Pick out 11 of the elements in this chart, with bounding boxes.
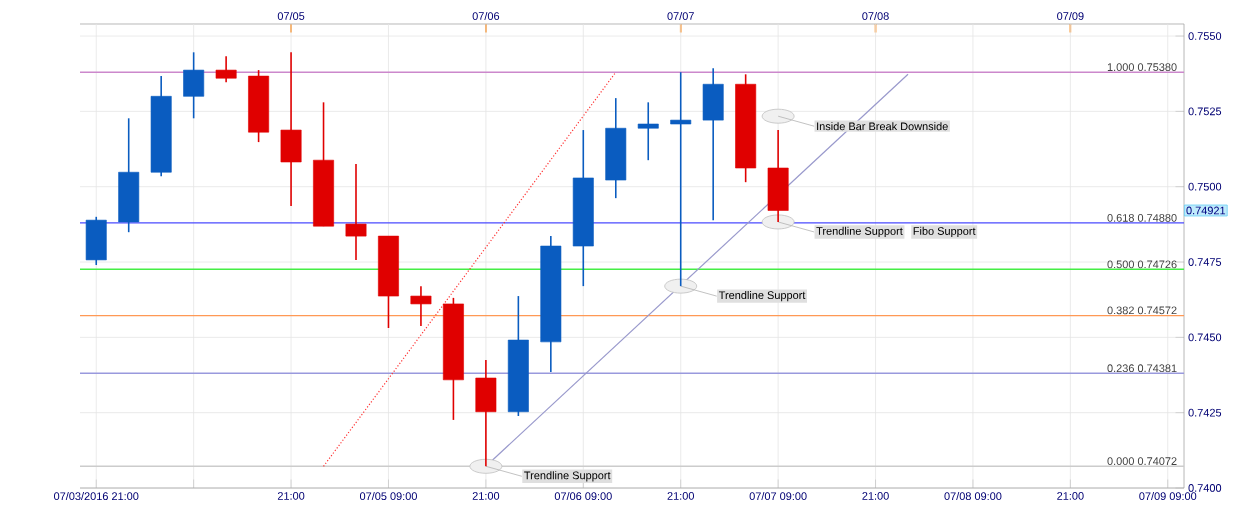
- candlestick: [345, 163, 367, 261]
- candlestick: [475, 359, 497, 468]
- candlestick: [280, 51, 302, 207]
- candlestick: [670, 71, 692, 287]
- candlestick: [215, 55, 237, 83]
- candlestick: [85, 216, 107, 266]
- candlestick: [637, 101, 659, 161]
- candlestick: [183, 51, 205, 120]
- candlestick: [702, 67, 724, 221]
- candlestick: [410, 285, 432, 327]
- candlestick: [767, 129, 789, 223]
